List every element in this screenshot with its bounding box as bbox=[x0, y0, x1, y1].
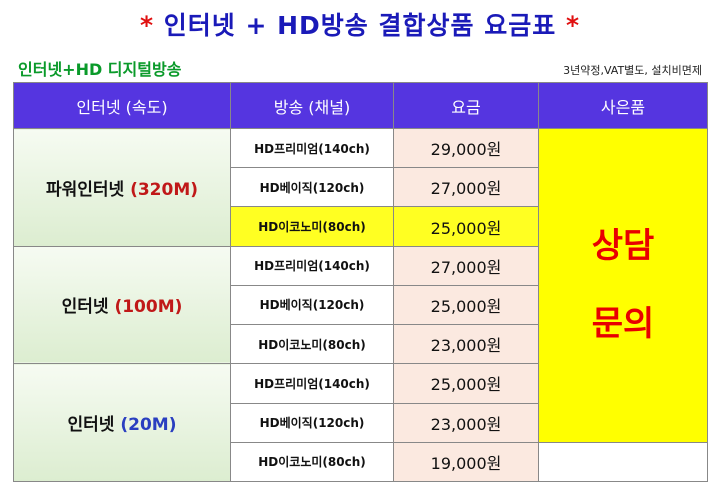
header-fee: 요금 bbox=[393, 82, 539, 129]
group-name: 인터넷 bbox=[61, 297, 109, 318]
terms-note: 3년약정,VAT별도, 설치비면제 bbox=[563, 64, 702, 77]
channel-cell: HD베이직(120ch) bbox=[230, 284, 394, 326]
table-row: 인터넷 (20M) HD프리미엄(140ch) 25,000원 bbox=[13, 363, 708, 482]
rate-table: 인터넷 (속도) 방송 (채널) 요금 사은품 파워인터넷 (320M) HD프… bbox=[13, 82, 708, 483]
price-cell: 25,000원 bbox=[393, 363, 539, 404]
title-star-left: * bbox=[139, 11, 155, 40]
page-title: * 인터넷 + HD방송 결합상품 요금표 * bbox=[0, 6, 720, 42]
channel-cell: HD이코노미(80ch) bbox=[230, 441, 394, 483]
price-cell: 27,000원 bbox=[393, 167, 539, 208]
channel-cell: HD베이직(120ch) bbox=[230, 402, 394, 443]
price-cell: 23,000원 bbox=[393, 324, 539, 365]
channel-cell-highlighted: HD이코노미(80ch) bbox=[230, 206, 394, 247]
price-cell: 23,000원 bbox=[393, 402, 539, 443]
channel-cell: HD프리미엄(140ch) bbox=[230, 245, 394, 286]
table-row: HD이코노미(80ch) 23,000원 bbox=[14, 324, 708, 365]
table-row: HD베이직(120ch) 25,000원 bbox=[14, 284, 708, 326]
group-speed: (20M) bbox=[120, 415, 177, 436]
price-cell-highlighted: 25,000원 bbox=[393, 206, 539, 247]
gift-line-2: 문의 bbox=[591, 304, 655, 345]
group-name: 인터넷 bbox=[67, 415, 115, 436]
table-row: HD이코노미(80ch) 19,000원 bbox=[14, 441, 708, 483]
group-label-20m: 인터넷 (20M) bbox=[13, 363, 231, 482]
table-row: 파워인터넷 (320M) HD프리미엄(140ch) 29,000원 상담 문의 bbox=[13, 127, 708, 443]
header-gift: 사은품 bbox=[538, 82, 708, 129]
section-subtitle: 인터넷+HD 디지털방송 bbox=[18, 60, 182, 79]
channel-cell: HD프리미엄(140ch) bbox=[230, 363, 394, 404]
group-name: 파워인터넷 bbox=[45, 179, 125, 200]
table-row: HD베이직(120ch) 27,000원 bbox=[14, 167, 708, 208]
group-label-320m: 파워인터넷 (320M) bbox=[13, 128, 231, 247]
price-cell: 25,000원 bbox=[393, 284, 539, 326]
table-row: 인터넷 (100M) HD프리미엄(140ch) 27,000원 bbox=[13, 245, 708, 365]
group-label-100m: 인터넷 (100M) bbox=[13, 245, 231, 365]
title-text: 인터넷 + HD방송 결합상품 요금표 bbox=[163, 11, 557, 40]
channel-cell: HD프리미엄(140ch) bbox=[230, 127, 394, 169]
group-speed: (320M) bbox=[130, 179, 199, 200]
group-speed: (100M) bbox=[114, 297, 183, 318]
gift-line-1: 상담 bbox=[591, 226, 655, 267]
price-cell: 29,000원 bbox=[393, 127, 539, 169]
gift-cell: 상담 문의 bbox=[538, 128, 708, 443]
price-cell: 27,000원 bbox=[393, 245, 539, 286]
table-header-row: 인터넷 (속도) 방송 (채널) 요금 사은품 bbox=[13, 82, 708, 129]
channel-cell: HD베이직(120ch) bbox=[230, 167, 394, 208]
header-internet-speed: 인터넷 (속도) bbox=[13, 82, 231, 129]
gift-empty-cell bbox=[538, 441, 708, 483]
channel-cell: HD이코노미(80ch) bbox=[230, 324, 394, 365]
header-broadcast-channels: 방송 (채널) bbox=[230, 82, 394, 129]
table-row: HD이코노미(80ch) 25,000원 bbox=[14, 206, 708, 247]
price-cell: 19,000원 bbox=[393, 441, 539, 483]
title-star-right: * bbox=[565, 11, 581, 40]
